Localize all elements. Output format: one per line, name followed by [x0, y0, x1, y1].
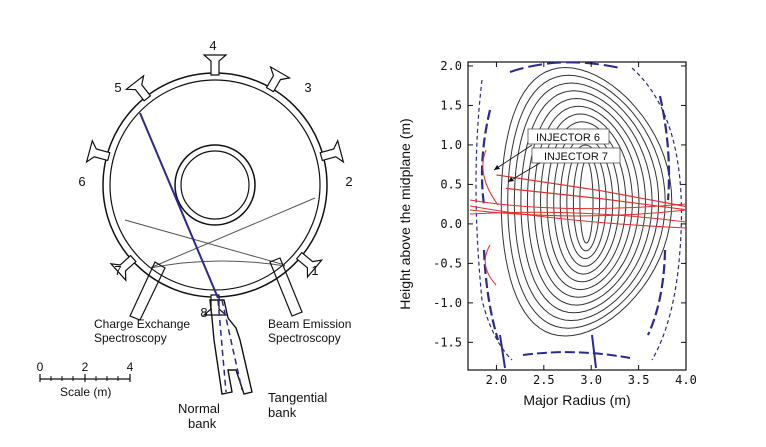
y-tick-label: -1.5 — [433, 335, 462, 349]
beam-fan-1 — [470, 200, 686, 209]
port-3 — [267, 67, 290, 92]
vessel-inner-wall — [110, 80, 320, 290]
x-axis-label: Major Radius (m) — [523, 392, 630, 408]
central-column-inner — [181, 151, 249, 219]
cx-label-2: Spectroscopy — [94, 331, 167, 345]
scale-label: Scale (m) — [60, 385, 111, 399]
y-axis-label: Height above the midplane (m) — [397, 118, 413, 309]
injector6-label: INJECTOR 6 — [536, 132, 600, 144]
injector6-arrowhead — [494, 165, 500, 170]
torus-diagram: 1 2 3 4 5 6 7 8 Charge Exchange Spectroscopy Be… — [37, 38, 353, 431]
y-tick-label: 2.0 — [440, 59, 462, 73]
port-label-8: 8 — [200, 305, 207, 320]
normal-bank-label-1: Normal — [178, 401, 220, 416]
wall-segment-2 — [476, 80, 512, 360]
beam-fan-5 — [483, 150, 498, 205]
port-label-4: 4 — [209, 38, 216, 53]
sightline — [125, 220, 285, 265]
y-tick-label: 0.5 — [440, 177, 462, 191]
scale-tick-2: 2 — [82, 360, 89, 374]
flux-surface-2 — [573, 153, 599, 251]
x-tick-label: 3.5 — [628, 373, 650, 387]
port-label-3: 3 — [304, 80, 311, 95]
port-2 — [320, 141, 343, 162]
port-5 — [126, 76, 150, 101]
cx-label-1: Charge Exchange — [94, 317, 190, 331]
x-tick-label: 4.0 — [675, 373, 697, 387]
flux-plot: 2.0 2.5 3.0 3.5 4.0 2.0 1.5 1.0 0.5 0.0 -0.5 -1.0 -1… — [397, 59, 697, 408]
port-label-5: 5 — [114, 80, 121, 95]
x-tick-label: 3.0 — [580, 373, 602, 387]
flux-surface-1 — [580, 161, 593, 244]
injector7-label: INJECTOR 7 — [544, 151, 608, 163]
wall-segment-10 — [592, 335, 596, 368]
central-column-outer — [175, 145, 255, 225]
port-4 — [204, 55, 226, 75]
y-tick-label: -1.0 — [433, 296, 462, 310]
wall-segment-5 — [660, 96, 669, 200]
tangential-bank-beam — [222, 300, 242, 390]
flux-surface-12 — [508, 75, 666, 328]
port-label-6: 6 — [78, 174, 85, 189]
beam-emission-tube — [270, 258, 302, 316]
be-label-1: Beam Emission — [268, 317, 351, 331]
sightline — [150, 261, 285, 268]
tangential-bank-label-2: bank — [268, 405, 297, 420]
be-label-2: Spectroscopy — [268, 331, 341, 345]
normal-bank-label-2: bank — [188, 416, 217, 431]
port-6 — [87, 141, 110, 162]
x-tick-label: 2.5 — [533, 373, 555, 387]
flux-surface-6 — [547, 122, 626, 282]
port-label-1: 1 — [311, 263, 318, 278]
y-tick-label: 1.5 — [440, 98, 462, 112]
port-label-7: 7 — [114, 263, 121, 278]
y-tick-label: -0.5 — [433, 256, 462, 270]
y-tick-label: 1.0 — [440, 138, 462, 152]
scale-tick-0: 0 — [37, 360, 44, 374]
scale-tick-4: 4 — [127, 360, 134, 374]
beam-fan-4 — [470, 206, 686, 228]
port-label-2: 2 — [345, 174, 352, 189]
y-tick-label: 0.0 — [440, 217, 462, 231]
x-tick-label: 2.0 — [486, 373, 508, 387]
scale-bar: 0 2 4 Scale (m) — [37, 360, 134, 399]
plot-area — [470, 62, 686, 368]
wall-segment-8 — [523, 352, 630, 358]
charge-exchange-tube — [130, 262, 165, 320]
injector6-arrow — [494, 145, 532, 170]
vessel-outer-wall — [103, 73, 327, 297]
tangential-bank-label-1: Tangential — [268, 390, 327, 405]
